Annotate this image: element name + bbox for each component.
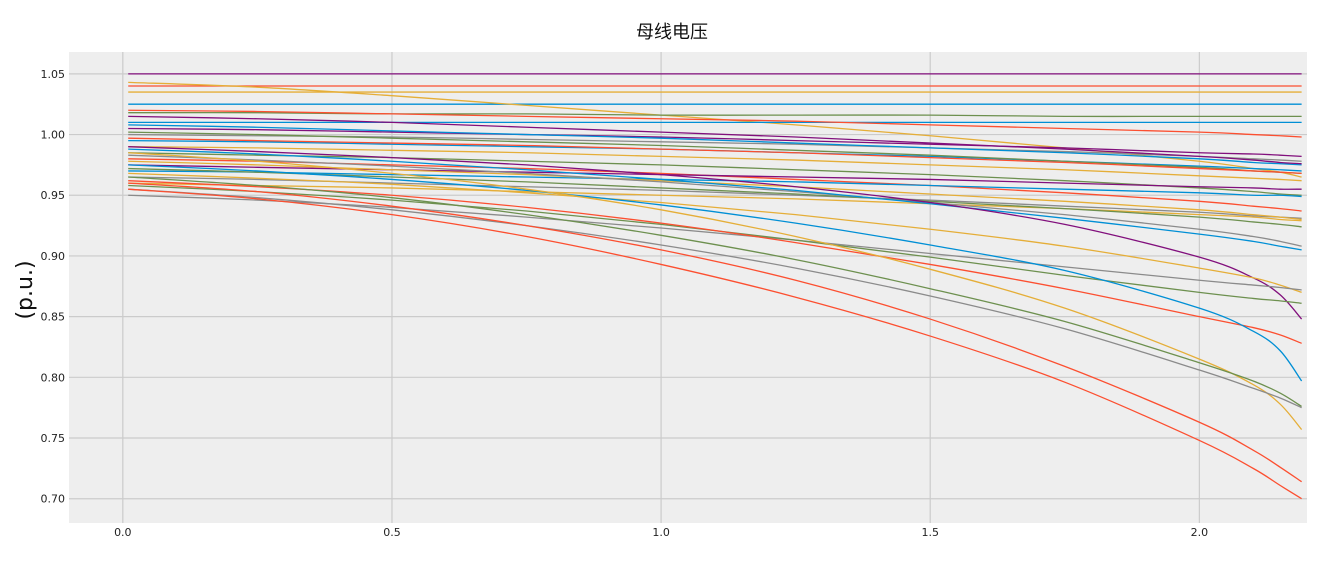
y-tick-label: 0.95	[41, 189, 66, 202]
series-lines	[128, 73, 1303, 500]
x-tick-label: 0.5	[383, 526, 401, 539]
series-line-8	[128, 109, 1302, 138]
y-tick-label: 0.80	[41, 371, 66, 384]
series-line-30	[128, 184, 1302, 304]
x-tick-label: 0.0	[114, 526, 132, 539]
y-tick-label: 1.00	[41, 129, 66, 142]
series-line-36	[128, 182, 1302, 483]
series-line-12	[128, 146, 1302, 182]
series-line-5	[128, 81, 1302, 178]
chart-title: 母线电压	[636, 22, 708, 43]
y-tick-label: 1.05	[41, 68, 66, 81]
y-axis-ticks: 0.70 0.75 0.80 0.85 0.90 0.95 1.00 1.05	[41, 68, 66, 506]
y-tick-label: 0.85	[41, 311, 66, 324]
series-line-24	[128, 167, 1302, 228]
series-line-33	[128, 152, 1303, 430]
series-line-22	[128, 115, 1302, 165]
series-line-16	[128, 170, 1302, 198]
y-tick-label: 0.90	[41, 250, 66, 263]
series-line-9	[128, 127, 1302, 158]
x-tick-label: 1.5	[921, 526, 939, 539]
y-tick-label: 0.75	[41, 432, 66, 445]
y-tick-label: 0.70	[41, 493, 66, 506]
series-line-27	[128, 146, 1303, 320]
y-axis-label: (p.u.)	[13, 260, 38, 319]
series-line-32	[128, 164, 1303, 382]
series-line-21	[128, 124, 1302, 166]
series-line-37	[128, 188, 1302, 500]
series-line-34	[128, 176, 1302, 408]
series-line-18	[128, 182, 1302, 222]
series-line-25	[128, 154, 1302, 247]
series-line-26	[128, 148, 1302, 251]
x-tick-label: 2.0	[1191, 526, 1209, 539]
series-line-13	[128, 152, 1302, 196]
x-axis-ticks: 0.0 0.5 1.0 1.5 2.0	[114, 526, 1208, 539]
series-line-20	[128, 137, 1302, 175]
x-tick-label: 1.0	[652, 526, 670, 539]
series-line-28	[128, 172, 1302, 293]
series-line-35	[128, 188, 1302, 409]
